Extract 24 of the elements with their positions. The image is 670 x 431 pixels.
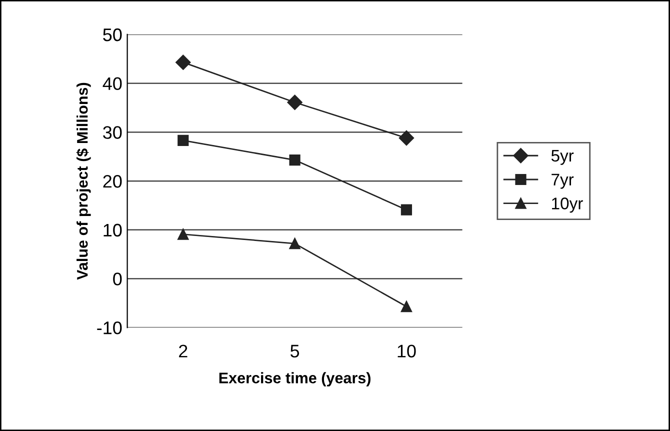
legend-label: 5yr xyxy=(551,150,574,165)
legend-label: 10yr xyxy=(552,198,583,213)
x-tick-label: 10 xyxy=(398,344,416,358)
y-tick-label: 50 xyxy=(103,28,122,42)
point xyxy=(287,94,302,110)
point xyxy=(400,204,412,216)
point xyxy=(289,238,300,250)
point xyxy=(398,130,414,146)
y-tick-label: 10 xyxy=(104,224,122,237)
y-tick-label: 30 xyxy=(103,126,122,139)
point xyxy=(178,228,189,240)
y-tick-label: 20 xyxy=(103,174,122,188)
y-axis-title: Value of project ($ Millions) xyxy=(76,82,91,280)
x-tick-label: 2 xyxy=(179,344,188,358)
point xyxy=(178,134,189,146)
x-tick-label: 5 xyxy=(290,344,300,358)
y-tick-label: -10 xyxy=(97,321,122,334)
point xyxy=(176,54,191,70)
point xyxy=(289,154,300,166)
x-axis-title: Exercise time (years) xyxy=(219,372,370,386)
point xyxy=(400,301,412,312)
y-tick-label: 40 xyxy=(102,77,122,90)
y-tick-label: 0 xyxy=(113,272,122,286)
legend-label: 7yr xyxy=(552,174,574,189)
